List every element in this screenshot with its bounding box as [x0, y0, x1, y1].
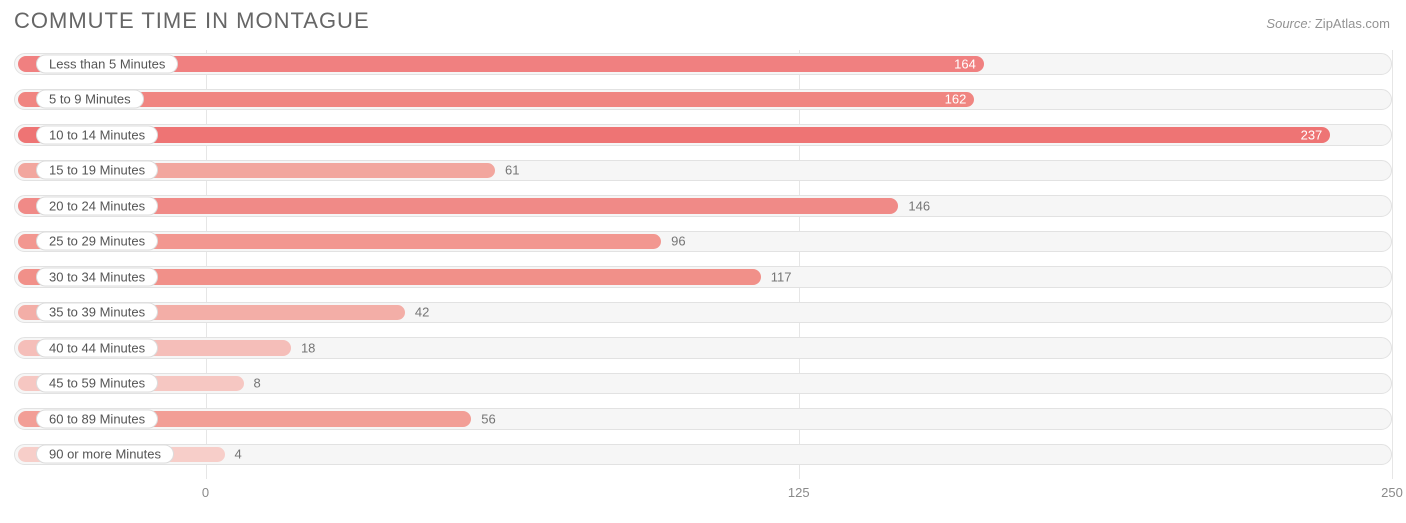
bar-value-label: 237 [1301, 127, 1323, 142]
chart-row: 162 5 to 9 Minutes [14, 86, 1392, 114]
bar: 237 [18, 127, 1330, 143]
bar-value-label: 146 [908, 198, 930, 213]
chart-row: 117 30 to 34 Minutes [14, 263, 1392, 291]
chart-row: 61 15 to 19 Minutes [14, 157, 1392, 185]
chart-row: 8 45 to 59 Minutes [14, 370, 1392, 398]
bar: 162 [18, 92, 974, 108]
commute-chart: 164 Less than 5 Minutes 162 5 to 9 Minutes 2… [14, 50, 1392, 505]
chart-row: 146 20 to 24 Minutes [14, 192, 1392, 220]
x-axis: 0125250 [14, 485, 1392, 505]
source-value: ZipAtlas.com [1315, 16, 1390, 31]
bar-value-label: 4 [235, 447, 242, 462]
chart-row: 42 35 to 39 Minutes [14, 299, 1392, 327]
x-tick-label: 0 [202, 485, 209, 500]
chart-row: 237 10 to 14 Minutes [14, 121, 1392, 149]
grid-line [1392, 50, 1393, 479]
bar-value-label: 117 [771, 269, 792, 284]
source-label: Source: [1266, 16, 1311, 31]
category-label-pill: Less than 5 Minutes [36, 54, 178, 73]
chart-row: 18 40 to 44 Minutes [14, 334, 1392, 362]
x-tick-label: 125 [788, 485, 810, 500]
chart-plot-area: 164 Less than 5 Minutes 162 5 to 9 Minutes 2… [14, 50, 1392, 479]
bar-value-label: 164 [954, 56, 976, 71]
chart-row: 164 Less than 5 Minutes [14, 50, 1392, 78]
category-label-pill: 60 to 89 Minutes [36, 409, 158, 428]
bar-value-label: 162 [945, 92, 967, 107]
category-label-pill: 15 to 19 Minutes [36, 161, 158, 180]
category-label-pill: 20 to 24 Minutes [36, 196, 158, 215]
category-label-pill: 10 to 14 Minutes [36, 125, 158, 144]
bar-value-label: 96 [671, 234, 685, 249]
category-label-pill: 45 to 59 Minutes [36, 374, 158, 393]
bar-value-label: 18 [301, 340, 315, 355]
chart-title: COMMUTE TIME IN MONTAGUE [14, 8, 370, 34]
bar-value-label: 42 [415, 305, 429, 320]
category-label-pill: 40 to 44 Minutes [36, 338, 158, 357]
category-label-pill: 35 to 39 Minutes [36, 303, 158, 322]
chart-row: 96 25 to 29 Minutes [14, 228, 1392, 256]
chart-row: 56 60 to 89 Minutes [14, 405, 1392, 433]
bar-value-label: 8 [254, 376, 261, 391]
bar-value-label: 61 [505, 163, 519, 178]
category-label-pill: 5 to 9 Minutes [36, 90, 144, 109]
x-tick-label: 250 [1381, 485, 1403, 500]
category-label-pill: 30 to 34 Minutes [36, 267, 158, 286]
chart-row: 4 90 or more Minutes [14, 441, 1392, 469]
bar-value-label: 56 [481, 411, 495, 426]
category-label-pill: 25 to 29 Minutes [36, 232, 158, 251]
source-attribution: Source: ZipAtlas.com [1266, 16, 1390, 31]
category-label-pill: 90 or more Minutes [36, 445, 174, 464]
